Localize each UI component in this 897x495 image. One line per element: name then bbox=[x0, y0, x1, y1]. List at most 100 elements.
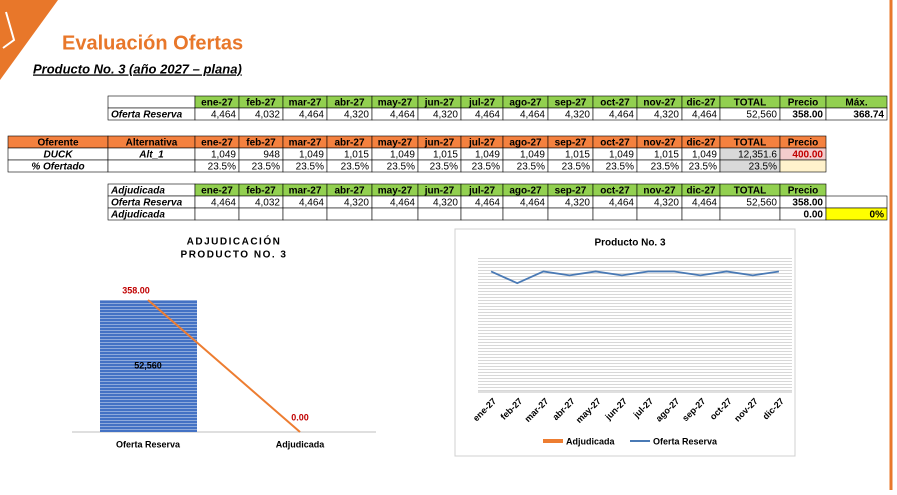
column-header: abr-27 bbox=[334, 138, 364, 149]
column-header: ago-27 bbox=[509, 138, 542, 149]
cell-value: 1,049 bbox=[520, 150, 545, 161]
cell-value: 4,464 bbox=[390, 198, 415, 209]
cell-value: 23.5% bbox=[651, 162, 679, 173]
column-header: ago-27 bbox=[509, 98, 542, 109]
column-header: jun-27 bbox=[424, 186, 455, 197]
row-label: Adjudicada bbox=[110, 210, 165, 221]
cell bbox=[779, 159, 827, 173]
column-header: sep-27 bbox=[555, 98, 587, 109]
cell-value: 400.00 bbox=[792, 150, 823, 161]
cell-value: 4,464 bbox=[390, 110, 415, 121]
header-cell bbox=[107, 95, 196, 109]
cell-value: 4,464 bbox=[475, 110, 500, 121]
cell bbox=[326, 207, 373, 221]
cell bbox=[681, 207, 721, 221]
cell-value: 23.5% bbox=[562, 162, 590, 173]
cell-value: 1,049 bbox=[609, 150, 634, 161]
column-header: jun-27 bbox=[424, 138, 455, 149]
cell-value: 4,320 bbox=[344, 198, 369, 209]
cell-value: 1,049 bbox=[475, 150, 500, 161]
column-header: ago-27 bbox=[509, 186, 542, 197]
cell bbox=[238, 207, 284, 221]
tables: ene-27 feb-27 mar-27 abr-27 may-27 jun-27 jul-… bbox=[7, 95, 888, 221]
cell-value: 4,320 bbox=[433, 110, 458, 121]
row-label: DUCK bbox=[44, 150, 74, 161]
column-header: TOTAL bbox=[734, 98, 766, 109]
subtitle: Producto No. 3 (año 2027 – plana) bbox=[33, 61, 242, 76]
column-header: mar-27 bbox=[289, 186, 322, 197]
cell-value: 1,015 bbox=[565, 150, 590, 161]
column-header: oct-27 bbox=[600, 138, 630, 149]
column-header: jul-27 bbox=[468, 98, 496, 109]
cell-value: 4,320 bbox=[433, 198, 458, 209]
legend-label: Adjudicada bbox=[566, 436, 616, 446]
column-header: oct-27 bbox=[600, 186, 630, 197]
bar bbox=[100, 300, 197, 432]
cell-value: 358.00 bbox=[792, 110, 823, 121]
column-header: jun-27 bbox=[424, 98, 455, 109]
cell-value: 4,032 bbox=[255, 110, 280, 121]
chart-title: ADJUDICACIÓN bbox=[187, 235, 282, 248]
cell-value: 1,015 bbox=[654, 150, 679, 161]
cell bbox=[592, 207, 638, 221]
column-header: mar-27 bbox=[289, 98, 322, 109]
cell-value: 1,015 bbox=[344, 150, 369, 161]
price-line bbox=[147, 299, 301, 433]
cell-value: 358.00 bbox=[792, 198, 823, 209]
column-header: nov-27 bbox=[643, 186, 676, 197]
column-header: feb-27 bbox=[246, 98, 276, 109]
legend-label: Oferta Reserva bbox=[653, 436, 718, 446]
cell-value: 23.5% bbox=[296, 162, 324, 173]
cell-value: 1,049 bbox=[390, 150, 415, 161]
cell-value: 4,464 bbox=[299, 110, 324, 121]
cell-value: 23.5% bbox=[472, 162, 500, 173]
column-header: dic-27 bbox=[687, 138, 716, 149]
cell-value: 4,320 bbox=[565, 198, 590, 209]
cell bbox=[282, 207, 328, 221]
column-header: Precio bbox=[788, 138, 819, 149]
cell-value: 1,049 bbox=[692, 150, 717, 161]
data-label: 52,560 bbox=[134, 360, 162, 370]
charts: ADJUDICACIÓN PRODUCTO NO. 3 Oferta Reserva… bbox=[72, 228, 796, 457]
column-header: nov-27 bbox=[643, 98, 676, 109]
cell bbox=[460, 207, 504, 221]
cell-value: 368.74 bbox=[853, 110, 884, 121]
grid bbox=[478, 257, 792, 392]
cell-value: 4,320 bbox=[654, 198, 679, 209]
cell-value: 4,464 bbox=[211, 198, 236, 209]
cell bbox=[107, 159, 196, 173]
column-header: Máx. bbox=[845, 98, 867, 109]
cell-value: 23.5% bbox=[341, 162, 369, 173]
column-header: TOTAL bbox=[734, 186, 766, 197]
cell bbox=[636, 207, 683, 221]
cell bbox=[194, 207, 240, 221]
cell-value: 4,320 bbox=[565, 110, 590, 121]
column-header: ene-27 bbox=[201, 186, 233, 197]
cell-value: 52,560 bbox=[746, 198, 777, 209]
cell-value: 23.5% bbox=[517, 162, 545, 173]
chart-title: PRODUCTO NO. 3 bbox=[181, 250, 288, 261]
cell-value: 52,560 bbox=[746, 110, 777, 121]
row-label: Oferta Reserva bbox=[111, 198, 183, 209]
column-header: Adjudicada bbox=[110, 186, 165, 197]
column-header: abr-27 bbox=[334, 98, 364, 109]
cell-value: 4,464 bbox=[475, 198, 500, 209]
column-header: sep-27 bbox=[555, 186, 587, 197]
x-tick-label: Oferta Reserva bbox=[116, 439, 181, 449]
column-header: abr-27 bbox=[334, 186, 364, 197]
column-header: sep-27 bbox=[555, 138, 587, 149]
cell-value: 23.5% bbox=[689, 162, 717, 173]
cell bbox=[502, 207, 549, 221]
cell-value: 948 bbox=[263, 150, 280, 161]
cell-value: 1,015 bbox=[433, 150, 458, 161]
cell bbox=[825, 207, 888, 221]
cell bbox=[547, 207, 594, 221]
column-header: jul-27 bbox=[468, 186, 496, 197]
cell-value: 12,351.6 bbox=[738, 150, 777, 161]
cell-value: 23.5% bbox=[208, 162, 236, 173]
column-header: oct-27 bbox=[600, 98, 630, 109]
cell bbox=[371, 207, 419, 221]
cell-value: 1,049 bbox=[211, 150, 236, 161]
column-header: TOTAL bbox=[734, 138, 766, 149]
column-header: may-27 bbox=[378, 186, 413, 197]
